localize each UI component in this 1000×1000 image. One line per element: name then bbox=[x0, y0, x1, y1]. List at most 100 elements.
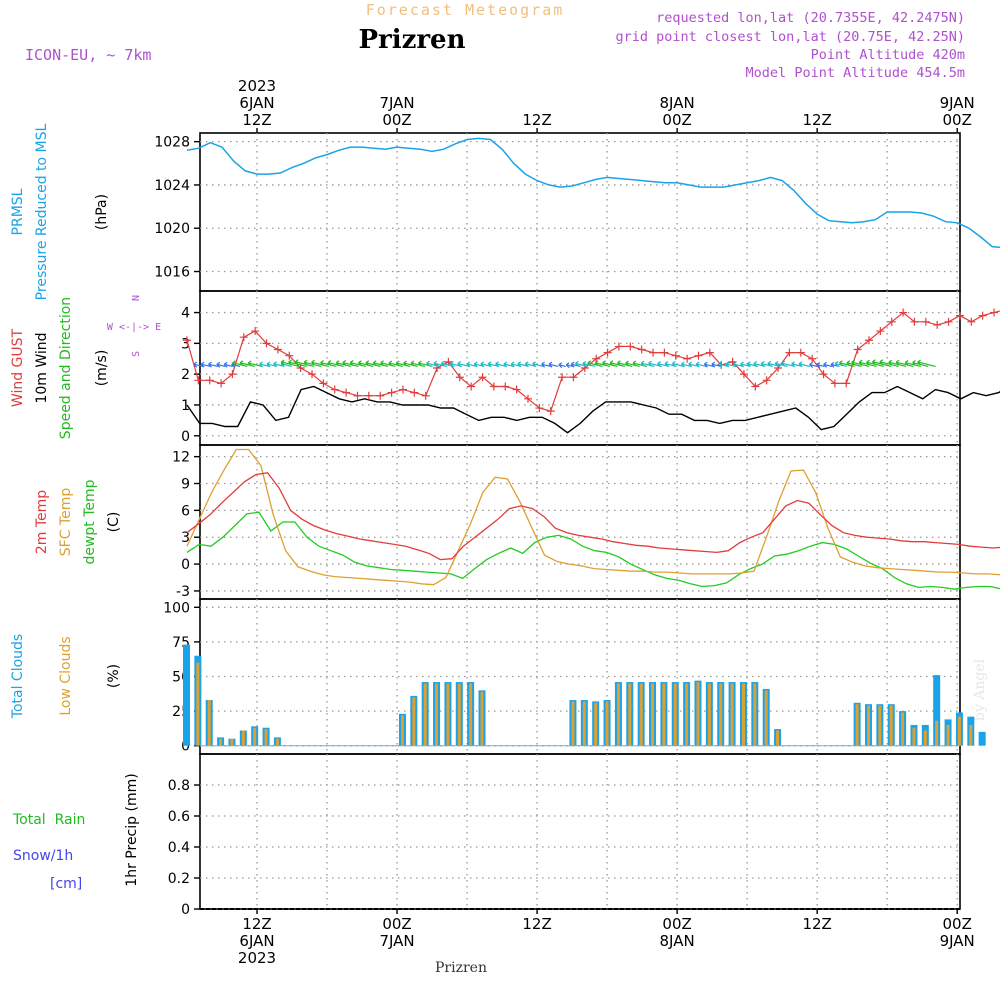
precip-panel bbox=[199, 753, 961, 910]
wind-arrow bbox=[380, 360, 396, 368]
axis-layer: 101610201024102801234-303691202550751000… bbox=[154, 135, 200, 918]
gust-marker bbox=[512, 385, 521, 394]
low-cloud-bar bbox=[457, 683, 461, 746]
wind-arrow bbox=[798, 361, 810, 368]
low-cloud-bar bbox=[662, 683, 666, 746]
low-cloud-bar bbox=[901, 712, 905, 746]
low-cloud-bar bbox=[639, 683, 643, 746]
gust-marker bbox=[864, 336, 873, 345]
ytick-label: 6 bbox=[181, 503, 190, 519]
footer-location: Prizren bbox=[435, 960, 487, 976]
top-time-label: 00Z bbox=[382, 111, 411, 129]
low-cloud-bar bbox=[923, 730, 927, 746]
ytick-label: 0.8 bbox=[168, 778, 190, 794]
low-cloud-bar bbox=[264, 729, 268, 746]
low-cloud-bar bbox=[707, 683, 711, 746]
wind-arrow bbox=[395, 360, 411, 368]
wind-arrow bbox=[503, 361, 514, 368]
gust-marker bbox=[626, 342, 635, 351]
low-cloud-bar bbox=[889, 705, 893, 746]
low-cloud-bar bbox=[605, 701, 609, 746]
dewpt-label: dewpt Temp bbox=[82, 479, 98, 564]
gust-marker bbox=[671, 351, 680, 360]
gust-marker bbox=[728, 357, 737, 366]
gust-marker bbox=[364, 391, 373, 400]
wind10m-label: 10m Wind bbox=[34, 332, 50, 403]
gust-marker bbox=[751, 382, 760, 391]
wind-arrow bbox=[725, 361, 736, 368]
gust-marker bbox=[967, 317, 976, 326]
compass-we: W <-|-> E bbox=[107, 322, 161, 333]
wind-arrow bbox=[311, 359, 329, 368]
low-cloud-bar bbox=[741, 683, 745, 746]
temp-panel bbox=[199, 444, 961, 600]
wind-arrow bbox=[858, 359, 877, 368]
low-cloud-bar bbox=[673, 683, 677, 746]
gust-marker bbox=[489, 382, 498, 391]
bottom-time-label: 7JAN bbox=[379, 932, 414, 950]
wind-arrow bbox=[570, 361, 581, 368]
low-cloud-bar bbox=[912, 727, 916, 746]
cloud-bars bbox=[182, 644, 986, 747]
wind-arrow bbox=[247, 360, 263, 368]
low-cloud-bar bbox=[400, 715, 404, 746]
wind-arrow bbox=[342, 360, 359, 368]
wind-arrow bbox=[532, 361, 544, 368]
wind-arrow bbox=[587, 360, 603, 368]
gust-marker bbox=[876, 327, 885, 336]
direction-label: Speed and Direction bbox=[58, 297, 74, 439]
gust-marker bbox=[262, 339, 271, 348]
wind-arrow bbox=[426, 360, 440, 368]
ytick-label: 1 bbox=[181, 398, 190, 414]
grid-layer bbox=[200, 133, 960, 910]
low-cloud-bar bbox=[446, 683, 450, 746]
dewpt-line bbox=[186, 511, 1000, 590]
wind-arrow bbox=[851, 359, 870, 368]
wind-arrow bbox=[357, 360, 374, 368]
ytick-label: 0.4 bbox=[168, 840, 190, 856]
total-cloud-bar bbox=[978, 731, 986, 746]
bottom-time-label: 12Z bbox=[802, 915, 831, 933]
gust-line bbox=[186, 310, 1000, 412]
wind-arrow bbox=[417, 360, 433, 368]
gust-marker bbox=[228, 370, 237, 379]
wind-arrow bbox=[303, 359, 322, 368]
wind-arrow bbox=[565, 362, 574, 369]
compass-rose: N W <-|-> E S bbox=[107, 295, 161, 357]
gust-marker bbox=[887, 317, 896, 326]
gust-marker bbox=[421, 391, 430, 400]
pressure-panel bbox=[199, 132, 961, 292]
wind-arrow bbox=[838, 360, 855, 368]
rain-label: Total Rain bbox=[12, 812, 85, 828]
gust-marker bbox=[387, 388, 396, 397]
wind-arrow bbox=[388, 360, 403, 368]
gust-marker bbox=[535, 404, 544, 413]
ytick-label: 0 bbox=[181, 739, 190, 755]
wind-unit: (m/s) bbox=[94, 350, 110, 387]
gust-marker bbox=[955, 311, 964, 320]
gust-marker bbox=[603, 348, 612, 357]
wind10m-line bbox=[186, 385, 1000, 434]
wind-arrow bbox=[349, 360, 366, 368]
wind-arrow bbox=[259, 361, 270, 368]
gust-marker bbox=[694, 351, 703, 360]
top-time-label: 12Z bbox=[242, 111, 271, 129]
ytick-label: 3 bbox=[181, 530, 190, 546]
model-altitude: Model Point Altitude 454.5m bbox=[746, 65, 965, 81]
low-cloud-bar bbox=[616, 683, 620, 746]
top-time-label: 2023 bbox=[238, 77, 276, 95]
series-lines bbox=[186, 137, 1000, 910]
low-cloud-bar bbox=[241, 730, 245, 746]
bottom-time-label: 9JAN bbox=[940, 932, 975, 950]
wind-arrow bbox=[640, 360, 655, 368]
gust-marker bbox=[830, 379, 839, 388]
low-cloud-bar bbox=[878, 705, 882, 746]
top-time-label: 9JAN bbox=[940, 94, 975, 112]
low-cloud-bar bbox=[412, 697, 416, 746]
wind-arrow bbox=[223, 361, 233, 368]
gust-marker bbox=[842, 379, 851, 388]
temp-unit: (C) bbox=[106, 512, 122, 533]
bottom-time-label: 00Z bbox=[662, 915, 691, 933]
wind-arrow bbox=[888, 359, 907, 368]
